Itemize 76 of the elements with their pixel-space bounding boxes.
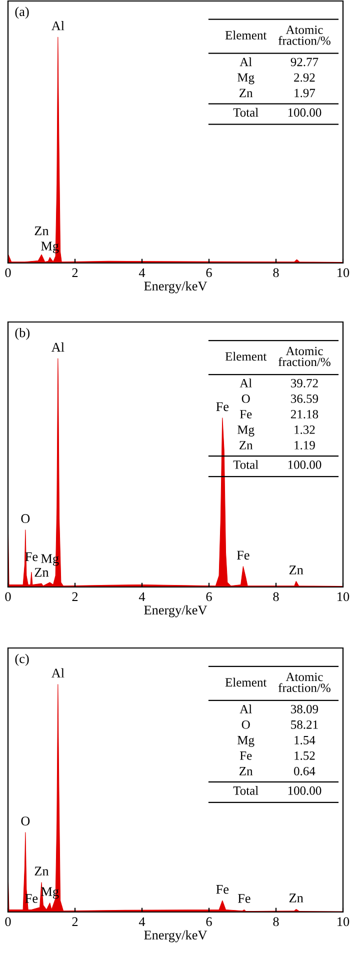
annotation: Mg — [238, 426, 254, 436]
annotation: Mg — [238, 736, 254, 747]
annotation: O — [242, 720, 250, 729]
annotation: Al — [51, 342, 64, 352]
x-tick-label: 4 — [138, 592, 146, 602]
annotation: Zn — [240, 767, 253, 776]
annotation: 100.00 — [288, 786, 322, 795]
annotation: Fe — [240, 752, 252, 760]
x-tick-label: 2 — [72, 917, 78, 926]
annotation: 1.52 — [294, 751, 315, 760]
annotation: Zn — [34, 866, 49, 876]
x-tick-label: 10 — [338, 917, 350, 926]
annotation: O — [242, 394, 250, 403]
x-tick-label: 2 — [72, 592, 78, 602]
text: (b) — [15, 328, 30, 340]
annotation: Fe — [236, 550, 250, 560]
text: (c) — [15, 654, 29, 666]
annotation: O — [21, 514, 30, 524]
annotation: 1.32 — [294, 426, 315, 434]
annotation: Element — [225, 352, 267, 361]
annotation: 2.92 — [294, 73, 315, 82]
x-tick-label: 2 — [72, 268, 78, 278]
annotation: Total — [233, 786, 258, 795]
annotation: 1.54 — [294, 736, 316, 744]
x-tick-label: 6 — [206, 592, 212, 602]
x-tick-label: 6 — [206, 917, 212, 926]
annotation: Mg — [238, 73, 254, 84]
annotation: 1.19 — [294, 441, 315, 450]
annotation: 39.72 — [291, 379, 318, 388]
x-tick-label: 4 — [138, 268, 146, 278]
annotation: Fe — [240, 410, 252, 418]
annotation: Zn — [289, 566, 304, 574]
x-tick-label: 0 — [5, 917, 11, 926]
x-axis-title: Energy/keV — [144, 605, 208, 618]
x-tick-label: 8 — [273, 917, 279, 926]
x-tick-label: 10 — [338, 268, 350, 278]
annotation: Atomic fraction/% — [278, 26, 330, 45]
annotation: 92.77 — [290, 58, 318, 66]
annotation: Al — [51, 668, 64, 678]
annotation: 38.09 — [291, 704, 318, 714]
annotation: 36.59 — [291, 394, 318, 403]
annotation: Fe — [216, 885, 229, 894]
annotation: O — [21, 816, 30, 826]
x-tick-label: 10 — [338, 592, 350, 602]
x-tick-label: 0 — [5, 592, 11, 602]
annotation: Zn — [34, 226, 49, 236]
x-tick-label: 6 — [206, 268, 212, 278]
x-tick-label: 8 — [273, 268, 279, 278]
annotation: 100.00 — [288, 108, 322, 117]
annotation: 100.00 — [288, 460, 322, 469]
annotation: Zn — [240, 441, 253, 450]
annotation: Al — [240, 704, 252, 714]
x-axis-title: Energy/keV — [144, 281, 208, 294]
annotation: Zn — [289, 894, 304, 902]
annotation: Fe — [216, 402, 229, 412]
annotation: Zn — [240, 88, 253, 98]
x-tick-label: 0 — [5, 268, 11, 278]
annotation: Element — [225, 678, 267, 687]
annotation: Total — [233, 108, 258, 117]
annotation: Al — [240, 378, 252, 388]
annotation: 21.18 — [290, 410, 318, 418]
annotation: Fe — [238, 894, 250, 903]
annotation: Al — [51, 21, 64, 30]
text: (a) — [15, 6, 29, 19]
annotation: 1.97 — [294, 88, 316, 98]
annotation: Zn — [34, 568, 49, 577]
annotation: 58.21 — [291, 720, 318, 729]
annotation: Atomic fraction/% — [278, 346, 330, 366]
annotation: Atomic fraction/% — [278, 672, 330, 692]
annotation: 0.64 — [294, 766, 316, 776]
annotation: Al — [240, 57, 252, 66]
x-tick-label: 8 — [273, 592, 279, 602]
x-axis-title: Energy/keV — [144, 930, 208, 942]
annotation: Element — [225, 30, 267, 40]
annotation: Total — [233, 460, 258, 469]
x-tick-label: 4 — [138, 917, 146, 926]
